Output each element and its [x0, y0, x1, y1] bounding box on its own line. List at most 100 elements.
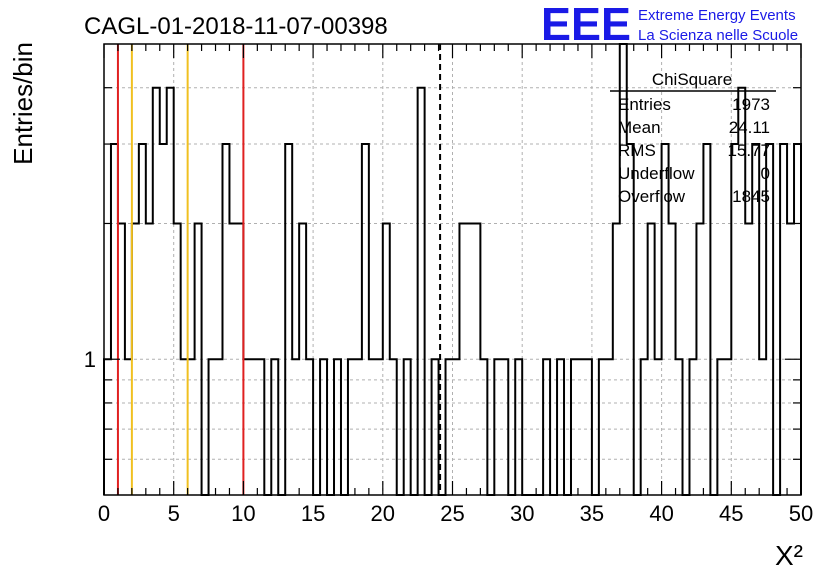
- x-tick-label: 0: [98, 501, 110, 526]
- histogram-bin: [794, 144, 801, 495]
- histogram-bin: [696, 223, 703, 495]
- histogram-bin: [195, 223, 202, 495]
- histogram-bin: [139, 144, 146, 495]
- x-tick-label: 35: [580, 501, 604, 526]
- histogram-bin: [306, 359, 313, 495]
- stats-label-mean: Mean: [618, 118, 661, 137]
- y-axis-label: Entries/bin: [8, 42, 38, 165]
- x-tick-label: 45: [719, 501, 743, 526]
- histogram-bin: [383, 223, 390, 495]
- logo-line2: La Scienza nelle Scuole: [638, 27, 798, 44]
- histogram-bin: [780, 144, 787, 495]
- histogram-bin: [515, 359, 522, 495]
- histogram-bin: [557, 359, 564, 495]
- histogram-bin: [390, 359, 397, 495]
- histogram-bin: [181, 359, 188, 495]
- plot-area: 0 5 10 15 20 25 30 35 40 45 50 1: [84, 43, 813, 526]
- histogram-bin: [578, 359, 585, 495]
- histogram-bin: [641, 359, 648, 495]
- histogram-bin: [724, 359, 731, 495]
- histogram-bin: [571, 359, 578, 495]
- histogram-bin: [648, 223, 655, 495]
- histogram-bin: [209, 359, 216, 495]
- logo-mark: EEE: [541, 0, 631, 50]
- x-tick-label: 20: [371, 501, 395, 526]
- y-tick-label: 1: [84, 347, 96, 372]
- histogram-bin: [703, 144, 710, 495]
- histogram-bin: [188, 359, 195, 495]
- histogram-bin: [153, 88, 160, 495]
- histogram-bin: [759, 359, 766, 495]
- histogram-bin: [543, 359, 550, 495]
- histogram-bin: [669, 223, 676, 495]
- histogram-bin: [160, 144, 167, 495]
- stats-value-mean: 24.11: [729, 118, 770, 137]
- histogram-bin: [125, 359, 132, 495]
- histogram-bin: [585, 359, 592, 495]
- histogram-bin: [292, 359, 299, 495]
- histogram-bin: [167, 88, 174, 495]
- histogram-bin: [250, 359, 257, 495]
- x-tick-label: 40: [649, 501, 673, 526]
- histogram-bin: [501, 359, 508, 495]
- histogram-bin: [334, 359, 341, 495]
- histogram-bin: [146, 223, 153, 495]
- histogram-bin: [676, 359, 683, 495]
- x-axis-label: X²: [775, 540, 803, 571]
- x-tick-label: 10: [231, 501, 255, 526]
- histogram-outline: [103, 43, 802, 496]
- histogram-bin: [459, 223, 466, 495]
- histogram-bin: [717, 359, 724, 495]
- x-tick-label: 15: [301, 501, 325, 526]
- stats-value-overflow: 1845: [732, 187, 770, 206]
- histogram-bin: [271, 359, 278, 495]
- histogram-bin: [606, 359, 613, 495]
- histogram-bin: [348, 359, 355, 495]
- histogram-bin: [446, 359, 453, 495]
- histogram-bin: [466, 223, 473, 495]
- histogram-bin: [320, 359, 327, 495]
- histogram-bin: [404, 359, 411, 495]
- stats-title: ChiSquare: [652, 70, 732, 89]
- histogram-bin: [376, 359, 383, 495]
- x-tick-label: 5: [168, 501, 180, 526]
- histogram-bin: [111, 144, 118, 495]
- histogram-bin: [174, 223, 181, 495]
- stats-value-underflow: 0: [761, 164, 770, 183]
- histogram-bin: [285, 144, 292, 495]
- histogram-bin: [299, 223, 306, 495]
- chart-title: CAGL-01-2018-11-07-00398: [84, 13, 388, 40]
- stats-box: ChiSquare Entries 1973 Mean 24.11 RMS 15…: [610, 70, 776, 206]
- histogram-bin: [655, 359, 662, 495]
- histogram-bin: [236, 223, 243, 495]
- histogram-bin: [257, 359, 264, 495]
- histogram-bin: [689, 359, 696, 495]
- x-tick-label: 30: [510, 501, 534, 526]
- histogram-bin: [418, 88, 425, 495]
- histogram-bin: [480, 359, 487, 495]
- histogram-bin: [369, 359, 376, 495]
- histogram-bin: [473, 223, 480, 495]
- stats-value-rms: 15.77: [727, 141, 770, 160]
- stats-value-entries: 1973: [732, 95, 770, 114]
- histogram-bin: [362, 144, 369, 495]
- histogram-bin: [132, 223, 139, 495]
- histogram-bin: [494, 359, 501, 495]
- histogram-bin: [243, 359, 250, 495]
- x-tick-label: 50: [789, 501, 813, 526]
- stats-label-underflow: Underflow: [618, 164, 695, 183]
- histogram-bin: [432, 359, 439, 495]
- eee-logo: EEE Extreme Energy Events La Scienza nel…: [541, 0, 798, 50]
- stats-label-entries: Entries: [618, 95, 671, 114]
- histogram-bin: [613, 223, 620, 495]
- histogram-bin: [453, 359, 460, 495]
- histogram-bin: [599, 359, 606, 495]
- histogram-bin: [222, 144, 229, 495]
- stats-label-rms: RMS: [618, 141, 656, 160]
- histogram-bin: [745, 223, 752, 495]
- histogram-bin: [355, 359, 362, 495]
- x-tick-label: 25: [440, 501, 464, 526]
- logo-line1: Extreme Energy Events: [638, 7, 796, 24]
- histogram-bin: [216, 359, 223, 495]
